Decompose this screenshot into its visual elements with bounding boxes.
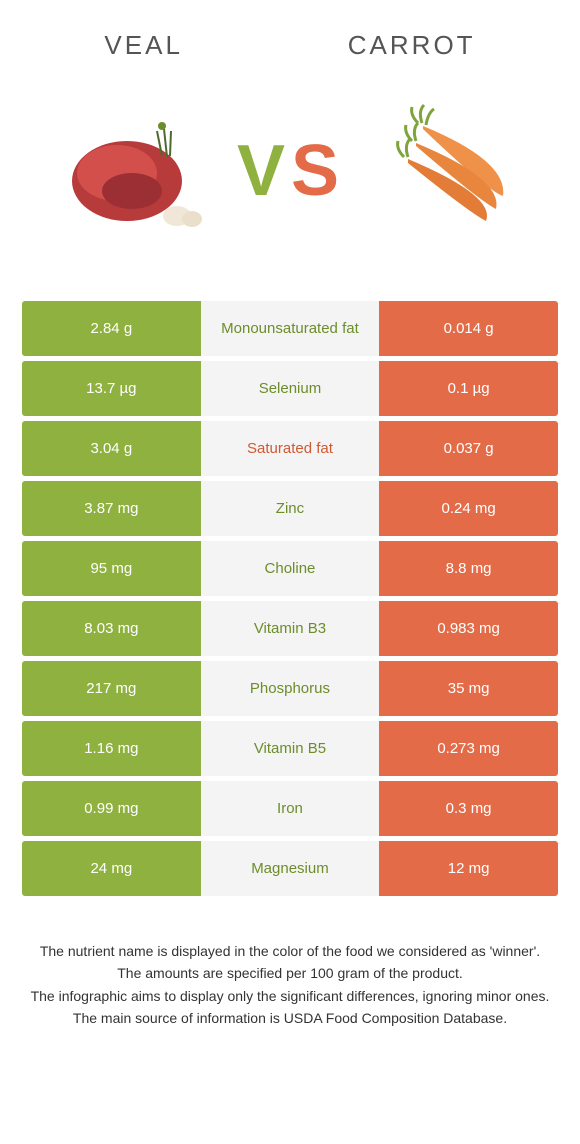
- left-value: 24 mg: [22, 841, 201, 896]
- nutrient-label: Choline: [201, 541, 380, 596]
- nutrient-label: Iron: [201, 781, 380, 836]
- title-row: Veal Carrot: [22, 30, 558, 61]
- table-row: 1.16 mgVitamin B50.273 mg: [22, 721, 558, 776]
- vs-label: VS: [237, 130, 343, 212]
- right-value: 0.037 g: [379, 421, 558, 476]
- footnote-line: The infographic aims to display only the…: [28, 986, 552, 1006]
- left-value: 0.99 mg: [22, 781, 201, 836]
- footnote-line: The nutrient name is displayed in the co…: [28, 941, 552, 961]
- left-value: 2.84 g: [22, 301, 201, 356]
- table-row: 3.04 gSaturated fat0.037 g: [22, 421, 558, 476]
- right-value: 0.1 µg: [379, 361, 558, 416]
- right-food-title: Carrot: [348, 30, 476, 61]
- footnote-line: The amounts are specified per 100 gram o…: [28, 963, 552, 983]
- left-value: 13.7 µg: [22, 361, 201, 416]
- left-value: 217 mg: [22, 661, 201, 716]
- right-value: 8.8 mg: [379, 541, 558, 596]
- right-value: 0.3 mg: [379, 781, 558, 836]
- table-row: 0.99 mgIron0.3 mg: [22, 781, 558, 836]
- table-row: 8.03 mgVitamin B30.983 mg: [22, 601, 558, 656]
- left-food-title: Veal: [104, 30, 183, 61]
- table-row: 3.87 mgZinc0.24 mg: [22, 481, 558, 536]
- right-value: 0.014 g: [379, 301, 558, 356]
- left-value: 3.87 mg: [22, 481, 201, 536]
- left-value: 3.04 g: [22, 421, 201, 476]
- vs-letter-s: S: [291, 130, 343, 212]
- nutrient-label: Phosphorus: [201, 661, 380, 716]
- nutrient-label: Selenium: [201, 361, 380, 416]
- right-value: 0.273 mg: [379, 721, 558, 776]
- nutrient-table: 2.84 gMonounsaturated fat0.014 g13.7 µgS…: [22, 301, 558, 896]
- right-value: 12 mg: [379, 841, 558, 896]
- table-row: 13.7 µgSelenium0.1 µg: [22, 361, 558, 416]
- left-value: 1.16 mg: [22, 721, 201, 776]
- table-row: 217 mgPhosphorus35 mg: [22, 661, 558, 716]
- carrot-image: [368, 101, 518, 241]
- nutrient-label: Vitamin B5: [201, 721, 380, 776]
- table-row: 24 mgMagnesium12 mg: [22, 841, 558, 896]
- table-row: 95 mgCholine8.8 mg: [22, 541, 558, 596]
- nutrient-label: Vitamin B3: [201, 601, 380, 656]
- nutrient-label: Magnesium: [201, 841, 380, 896]
- right-value: 0.24 mg: [379, 481, 558, 536]
- left-value: 8.03 mg: [22, 601, 201, 656]
- footnotes: The nutrient name is displayed in the co…: [22, 941, 558, 1028]
- hero-row: VS: [22, 101, 558, 241]
- vs-letter-v: V: [237, 130, 289, 212]
- nutrient-label: Saturated fat: [201, 421, 380, 476]
- veal-image: [62, 101, 212, 241]
- footnote-line: The main source of information is USDA F…: [28, 1008, 552, 1028]
- right-value: 0.983 mg: [379, 601, 558, 656]
- nutrient-label: Zinc: [201, 481, 380, 536]
- table-row: 2.84 gMonounsaturated fat0.014 g: [22, 301, 558, 356]
- right-value: 35 mg: [379, 661, 558, 716]
- nutrient-label: Monounsaturated fat: [201, 301, 380, 356]
- left-value: 95 mg: [22, 541, 201, 596]
